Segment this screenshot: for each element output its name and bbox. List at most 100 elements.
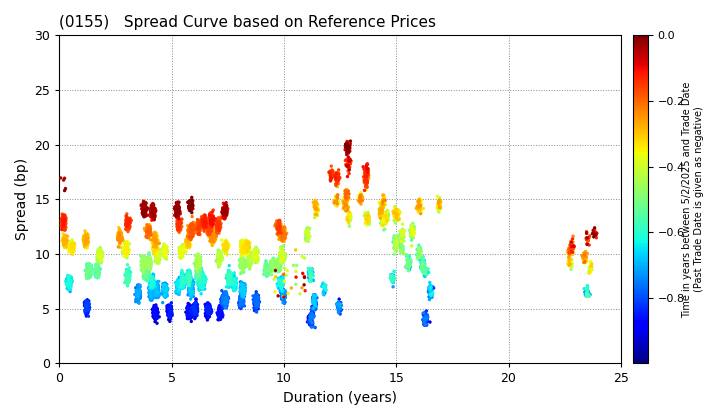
Point [148, 237, 160, 244]
Point [146, 281, 158, 288]
Point [418, 261, 429, 268]
Point [141, 231, 153, 238]
Point [274, 260, 285, 266]
Point [146, 286, 158, 293]
Point [420, 317, 431, 323]
Point [153, 257, 164, 264]
Point [212, 222, 224, 228]
Point [183, 238, 194, 244]
Point [207, 235, 218, 242]
Point [60, 237, 72, 244]
Point [339, 200, 351, 206]
Point [276, 254, 288, 260]
Point [238, 285, 249, 292]
Point [139, 201, 150, 207]
Point [238, 247, 249, 254]
Point [213, 308, 225, 315]
Point [268, 264, 279, 270]
Point [220, 244, 231, 251]
Point [246, 257, 257, 264]
Point [235, 299, 247, 306]
Point [269, 260, 280, 267]
Point [190, 306, 202, 312]
Point [184, 241, 195, 247]
Point [147, 206, 158, 213]
Point [218, 245, 230, 252]
Point [238, 261, 249, 268]
Point [172, 209, 184, 216]
Point [424, 284, 436, 291]
Point [158, 248, 170, 255]
Point [220, 296, 231, 302]
Point [62, 278, 73, 285]
Point [59, 237, 71, 244]
Point [243, 253, 255, 260]
Point [229, 276, 240, 282]
Point [222, 267, 234, 274]
Point [277, 254, 289, 260]
Point [225, 282, 236, 289]
Point [277, 292, 289, 299]
Point [171, 218, 183, 225]
Point [150, 289, 162, 295]
Point [392, 214, 404, 220]
Point [186, 230, 197, 237]
Point [143, 228, 154, 235]
Point [377, 210, 388, 217]
Point [123, 220, 135, 226]
Point [192, 257, 204, 263]
Point [138, 259, 150, 265]
Point [120, 246, 131, 252]
Point [197, 217, 209, 223]
Point [163, 304, 174, 311]
Point [140, 199, 151, 206]
Point [228, 277, 239, 284]
Point [186, 223, 198, 229]
Point [190, 307, 202, 314]
Point [151, 255, 163, 262]
Point [261, 267, 272, 274]
Point [342, 147, 354, 154]
Point [205, 223, 217, 230]
Point [243, 256, 254, 263]
Point [152, 247, 163, 254]
Point [84, 261, 95, 268]
Point [123, 219, 135, 226]
Point [215, 306, 226, 312]
Point [239, 291, 251, 297]
Point [268, 265, 279, 271]
Point [214, 221, 225, 228]
Point [276, 254, 287, 261]
Point [122, 267, 134, 274]
Point [194, 280, 205, 287]
Point [120, 245, 131, 252]
Point [144, 263, 156, 270]
Point [221, 298, 233, 304]
Point [165, 311, 176, 318]
Point [161, 288, 172, 295]
Point [277, 234, 289, 240]
Point [302, 274, 314, 281]
Point [81, 303, 93, 310]
Point [272, 222, 284, 228]
Point [172, 205, 184, 212]
Point [184, 207, 196, 213]
Point [387, 278, 398, 284]
Point [164, 309, 176, 315]
Point [355, 193, 366, 199]
Point [248, 249, 260, 256]
Point [93, 254, 104, 261]
Point [64, 279, 76, 286]
Point [235, 265, 246, 271]
Point [342, 141, 354, 147]
Point [204, 303, 215, 310]
Point [141, 228, 153, 234]
Point [172, 199, 184, 206]
Point [228, 279, 240, 286]
Point [122, 247, 133, 253]
Point [83, 300, 94, 307]
Point [194, 268, 205, 274]
Point [142, 228, 153, 235]
Point [183, 240, 194, 247]
Point [58, 217, 70, 224]
